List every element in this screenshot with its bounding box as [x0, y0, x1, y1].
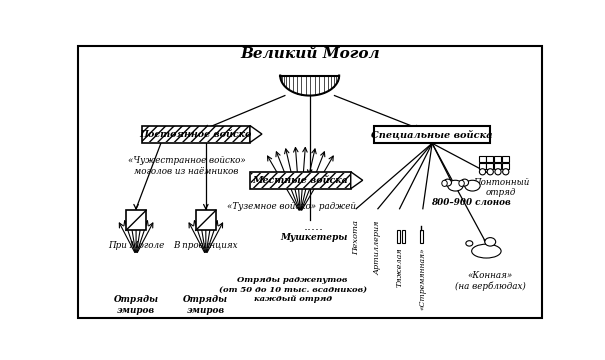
Circle shape — [487, 169, 493, 175]
Text: Пехота: Пехота — [352, 220, 360, 255]
Bar — [142, 126, 249, 142]
Text: Специальные войска: Специальные войска — [371, 129, 493, 139]
Text: Понтонный
отряд: Понтонный отряд — [473, 178, 529, 197]
Text: Тяжелая: Тяжелая — [396, 247, 404, 287]
Text: Отряды
эмиров: Отряды эмиров — [114, 295, 159, 315]
Bar — [251, 172, 350, 188]
Bar — [494, 156, 501, 162]
Ellipse shape — [461, 179, 468, 186]
Bar — [374, 126, 490, 143]
Text: Постоянное войско: Постоянное войско — [140, 130, 252, 139]
Ellipse shape — [442, 180, 447, 186]
Text: 800–900 слонов: 800–900 слонов — [431, 198, 511, 207]
Ellipse shape — [459, 180, 464, 186]
Text: «Конная»
(на верблюдах): «Конная» (на верблюдах) — [455, 271, 526, 291]
Circle shape — [495, 169, 501, 175]
Bar — [486, 163, 493, 169]
Ellipse shape — [448, 180, 463, 191]
Text: В провинциях: В провинциях — [174, 241, 238, 250]
Text: Великий Могол: Великий Могол — [240, 47, 379, 61]
Ellipse shape — [443, 179, 451, 186]
Bar — [502, 156, 509, 162]
Bar — [196, 210, 216, 230]
Bar — [420, 230, 423, 243]
Text: Артиллерия: Артиллерия — [374, 220, 382, 275]
Bar — [479, 156, 486, 162]
Text: Отряды
эмиров: Отряды эмиров — [183, 295, 228, 315]
Bar — [397, 230, 401, 243]
Text: «Чужестранное войско»
моголов из наёмников: «Чужестранное войско» моголов из наёмник… — [128, 156, 245, 176]
Bar — [402, 230, 405, 243]
Bar — [142, 126, 250, 143]
Circle shape — [479, 169, 486, 175]
Text: «Туземное войско» раджей: «Туземное войско» раджей — [227, 202, 356, 211]
Text: При Моголе: При Моголе — [108, 241, 164, 250]
Bar — [494, 163, 501, 169]
Bar — [479, 163, 486, 169]
Text: «Стремянная»: «Стремянная» — [419, 247, 427, 310]
Ellipse shape — [472, 244, 501, 258]
Bar — [250, 172, 351, 189]
Polygon shape — [351, 172, 362, 189]
Ellipse shape — [465, 180, 480, 191]
Bar — [486, 156, 493, 162]
Bar — [126, 210, 146, 230]
Text: Местные войска: Местные войска — [252, 176, 348, 185]
Ellipse shape — [485, 238, 495, 246]
Text: Отряды раджепутов
(от 50 до 10 тыс. всадников)
каждый отряд: Отряды раджепутов (от 50 до 10 тыс. всад… — [218, 276, 367, 303]
Ellipse shape — [466, 241, 473, 246]
Text: Мушкетеры: Мушкетеры — [280, 233, 347, 242]
Circle shape — [503, 169, 509, 175]
Polygon shape — [250, 126, 262, 143]
Text: .....: ..... — [304, 220, 324, 233]
Bar — [502, 163, 509, 169]
